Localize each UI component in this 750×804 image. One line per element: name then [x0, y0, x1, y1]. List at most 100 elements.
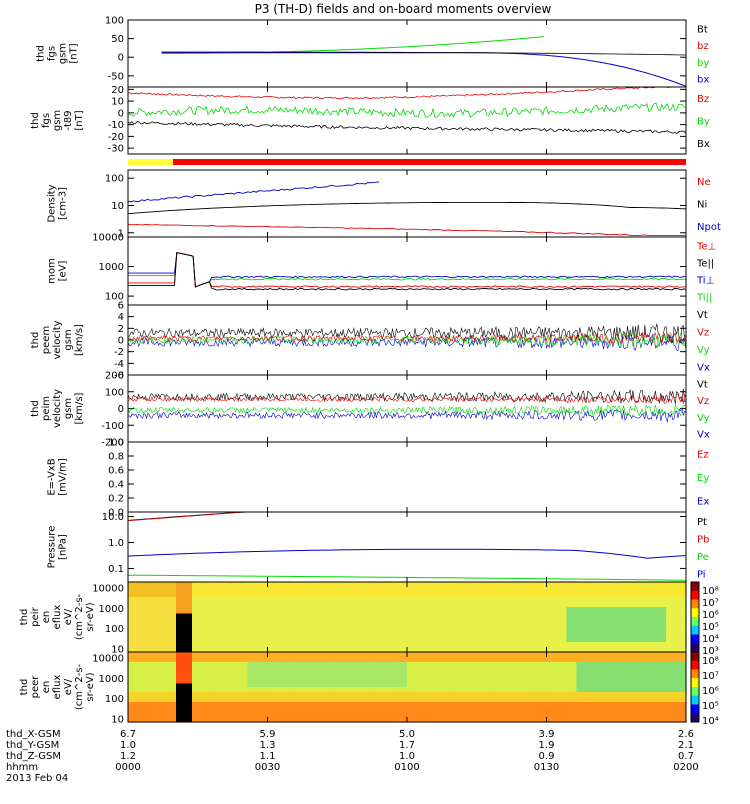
spectrogram-cell: [327, 597, 338, 603]
y-tick-label: -100: [101, 421, 124, 432]
spectrogram-cell: [357, 642, 368, 648]
y-tick-label: 10.0: [102, 512, 124, 523]
spectrogram-cell: [187, 702, 199, 708]
spectrogram-cell: [387, 627, 398, 633]
spectrogram-cell: [277, 617, 289, 623]
spectrogram-cell: [287, 702, 298, 708]
spectrogram-cell: [217, 652, 229, 658]
spectrogram-cell: [626, 717, 637, 723]
spectrogram-cell: [426, 697, 438, 703]
spectrogram-cell: [137, 712, 149, 718]
spectrogram-cell: [496, 607, 508, 613]
spectrogram-cell: [416, 667, 428, 673]
spectrogram-cell: [187, 637, 199, 643]
spectrogram-cell: [476, 682, 488, 688]
spectrogram-cell: [397, 712, 408, 718]
spectrogram-cell: [357, 687, 368, 693]
spectrogram-cell: [526, 592, 538, 598]
spectrogram-cell: [666, 592, 677, 598]
spectrogram-cell: [426, 642, 438, 648]
spectrogram-cell: [217, 592, 229, 598]
spectrogram-cell: [606, 642, 617, 648]
spectrogram-cell: [456, 587, 468, 593]
spectrogram-cell: [476, 657, 488, 663]
colorbar-label: 10⁷: [702, 671, 719, 682]
spectrogram-cell: [167, 677, 179, 683]
spectrogram-cell: [536, 602, 548, 608]
spectrogram-cell: [566, 637, 577, 643]
spectrogram-cell: [416, 712, 428, 718]
spectrogram-cell: [446, 657, 458, 663]
spectrogram-cell: [137, 702, 149, 708]
spectrogram-cell: [128, 582, 139, 588]
spectrogram-cell: [656, 597, 667, 603]
spectrogram-cell: [596, 607, 607, 613]
spectrogram-cell: [347, 592, 358, 598]
spectrogram-cell: [267, 662, 279, 668]
series-Vy: [127, 332, 687, 348]
spectrogram-cell: [426, 597, 438, 603]
spectrogram-cell: [426, 587, 438, 593]
spectrogram-cell: [466, 702, 478, 708]
spectrogram-cell: [556, 697, 568, 703]
spectrogram-cell: [506, 647, 518, 653]
spectrogram-cell: [187, 667, 199, 673]
spectrogram-cell: [646, 637, 657, 643]
spectrogram-cell: [327, 687, 338, 693]
spectrogram-cell: [466, 622, 478, 628]
spectrogram-cell: [426, 672, 438, 678]
spectrogram-cell: [307, 692, 318, 698]
spectrogram-cell: [257, 587, 269, 593]
spectrogram-cell: [257, 592, 269, 598]
spectrogram-cell: [656, 642, 667, 648]
spectrogram-cell: [526, 602, 538, 608]
spectrogram-cell: [556, 612, 568, 618]
spectrogram-cell: [676, 612, 687, 618]
spectrogram-cell: [626, 587, 637, 593]
spectrogram-cell: [147, 702, 159, 708]
colorbar-label: 10⁴: [702, 634, 719, 645]
panel-spec_e: thd peer en eflux eV/(cm^2-s-sr-eV)100001000…: [19, 651, 719, 727]
spectrogram-cell: [247, 582, 259, 588]
spectrogram-cell: [267, 702, 279, 708]
spectrogram-cell: [436, 672, 448, 678]
spectrogram-cell: [267, 607, 279, 613]
spectrogram-cell: [247, 662, 259, 668]
spectrogram-cell: [576, 647, 587, 653]
spectrogram-cell: [456, 612, 468, 618]
spectrogram-cell: [128, 627, 139, 633]
spectrogram-cell: [516, 707, 528, 713]
spectrogram-cell: [676, 682, 687, 688]
spectrogram-cell: [646, 612, 657, 618]
series-Bx: [127, 121, 687, 134]
spectrogram-cell: [606, 647, 617, 653]
spectrogram-cell: [167, 682, 179, 688]
spectrogram-cell: [426, 602, 438, 608]
spectrogram-cell: [277, 637, 289, 643]
spectrogram-cell: [277, 627, 289, 633]
spectrogram-cell: [317, 592, 328, 598]
spectrogram-cell: [147, 632, 159, 638]
spectrogram-cell: [456, 702, 468, 708]
spectrogram-cell: [237, 707, 249, 713]
spectrogram-cell: [466, 587, 478, 593]
spectrogram-cell: [616, 592, 627, 598]
spectrogram-cell: [187, 697, 199, 703]
y-tick-label: 1000: [99, 262, 124, 273]
spectrogram-cell: [297, 642, 308, 648]
spectrogram-cell: [287, 587, 298, 593]
spectrogram-cell: [317, 617, 328, 623]
spectrogram-cell: [486, 622, 498, 628]
legend-entry: Ey: [697, 473, 709, 484]
colorbar-segment: [691, 634, 699, 644]
spectrogram-cell: [297, 652, 308, 658]
spectrogram-cell: [337, 697, 348, 703]
spectrogram-cell: [387, 582, 398, 588]
spectrogram-cell: [277, 652, 289, 658]
spectrogram-cell: [317, 702, 328, 708]
spectrogram-cell: [237, 667, 249, 673]
spectrogram-cell: [516, 597, 528, 603]
spectrogram-cell: [407, 697, 418, 703]
ylabel-line: en: [41, 611, 52, 624]
spectrogram-cell: [606, 692, 617, 698]
